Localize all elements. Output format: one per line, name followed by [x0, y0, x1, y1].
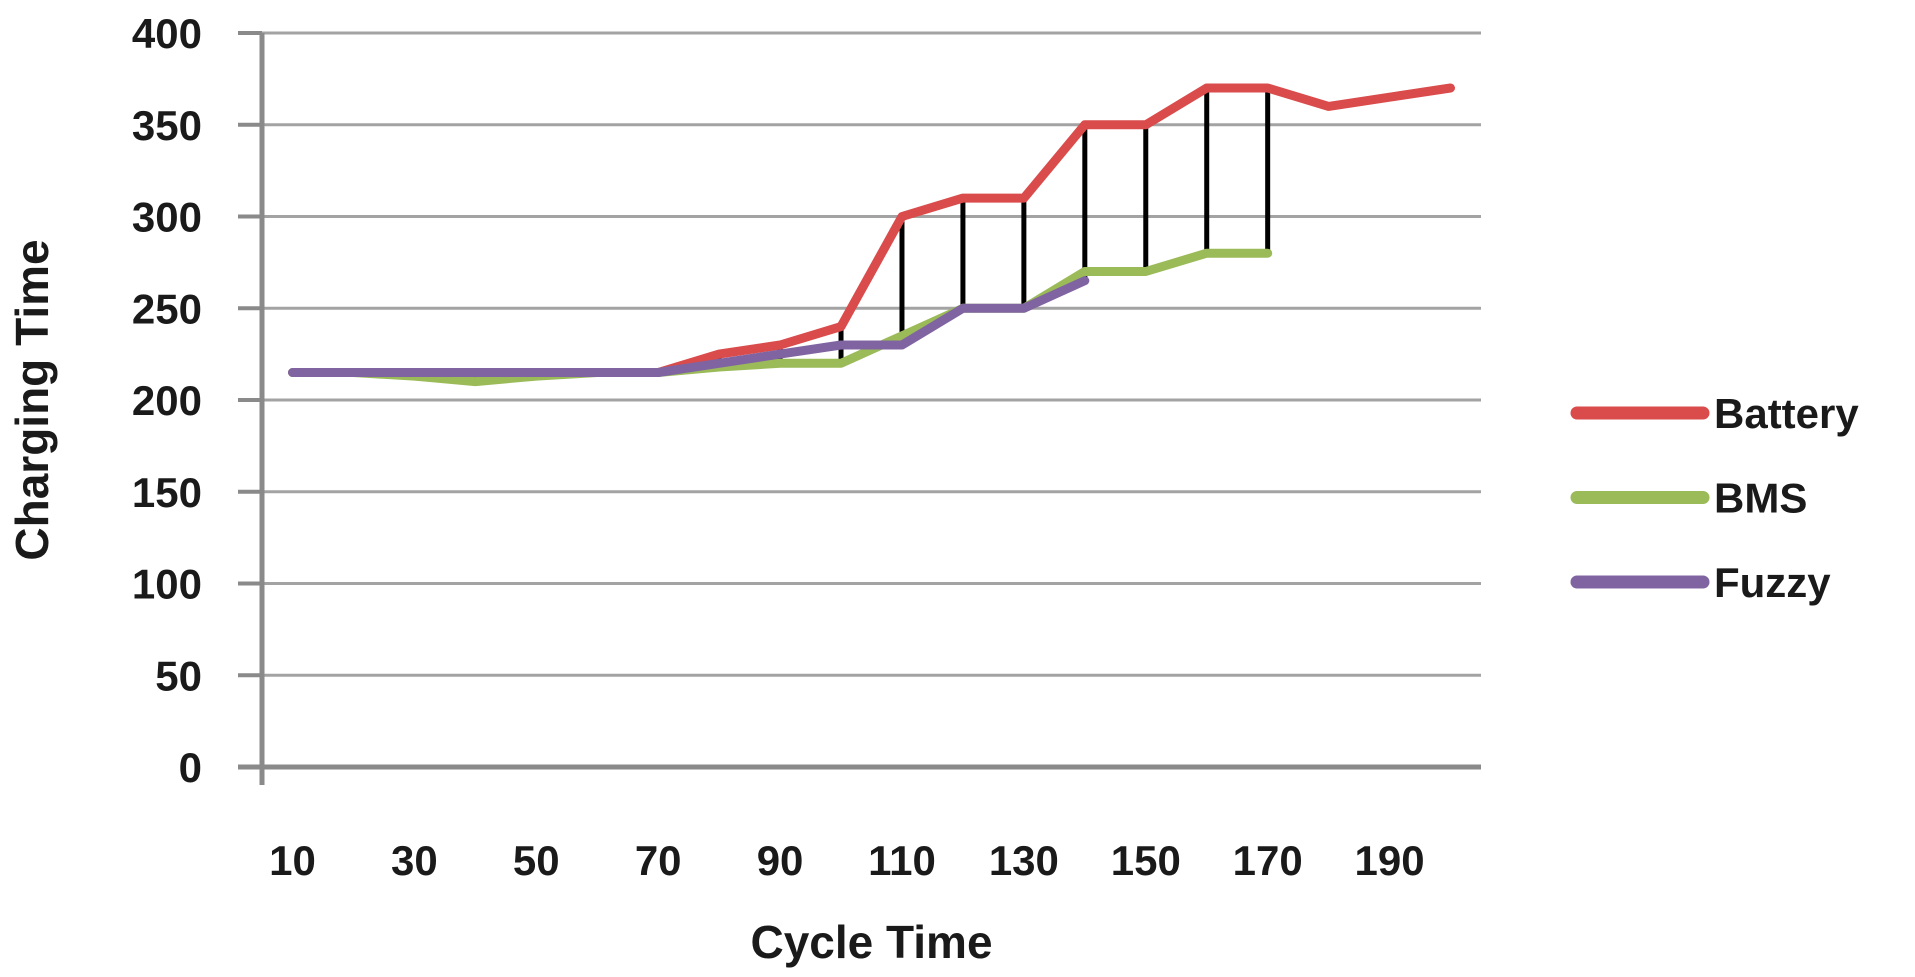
series-line-bms: [288, 248, 1273, 387]
x-tick-label: 170: [1233, 837, 1303, 884]
y-tick-label: 100: [132, 561, 202, 608]
x-tick-label: 70: [635, 837, 682, 884]
x-tick-label: 150: [1111, 837, 1181, 884]
x-axis-title: Cycle Time: [750, 916, 992, 968]
y-tick-label: 400: [132, 10, 202, 57]
y-tick-label: 0: [179, 744, 202, 791]
x-tick-label: 30: [391, 837, 438, 884]
y-tick-label: 50: [155, 652, 202, 699]
series-line-fuzzy: [288, 276, 1090, 377]
legend-label-fuzzy: Fuzzy: [1714, 559, 1831, 606]
x-tick-label: 10: [269, 837, 316, 884]
y-axis-title: Charging Time: [6, 239, 58, 560]
x-tick-label: 190: [1355, 837, 1425, 884]
series-line-battery: [288, 83, 1455, 377]
y-tick-label: 150: [132, 469, 202, 516]
y-tick-label: 250: [132, 285, 202, 332]
x-tick-label: 130: [989, 837, 1059, 884]
y-tick-label: 350: [132, 102, 202, 149]
legend-label-battery: Battery: [1714, 390, 1859, 437]
y-tick-label: 300: [132, 194, 202, 241]
x-tick-label: 110: [868, 837, 936, 884]
x-tick-label: 50: [513, 837, 560, 884]
legend-label-bms: BMS: [1714, 475, 1807, 522]
y-tick-label: 200: [132, 377, 202, 424]
x-tick-label: 90: [757, 837, 804, 884]
